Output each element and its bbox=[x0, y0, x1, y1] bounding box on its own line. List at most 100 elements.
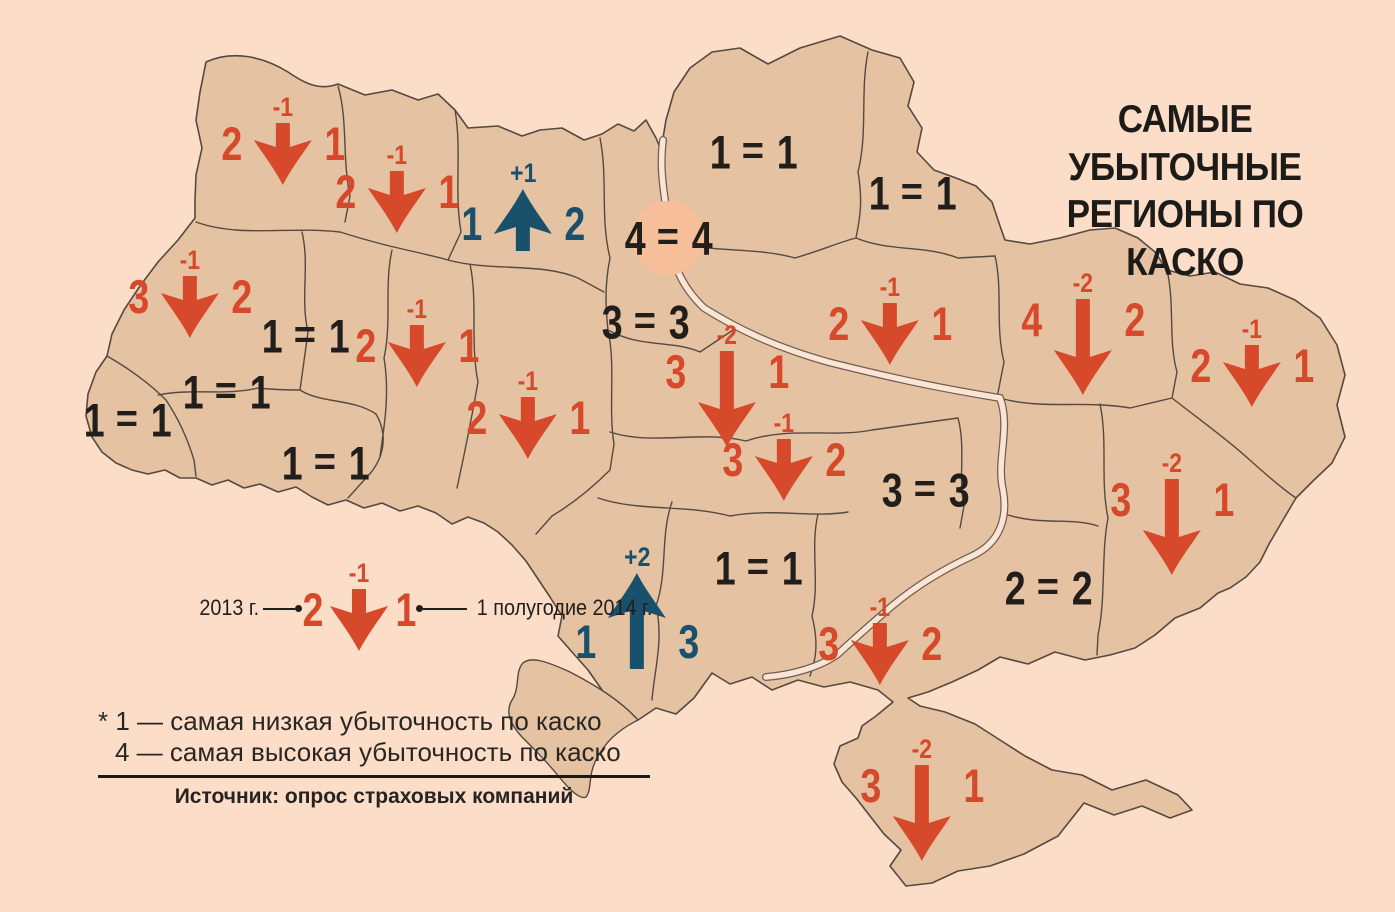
equals-sign: = bbox=[1036, 564, 1060, 609]
region-marker-cherkasy: 3 -2 1 bbox=[663, 322, 791, 447]
rank-2013: 3 bbox=[818, 617, 839, 670]
rank-change: -2 bbox=[716, 320, 738, 350]
legend: 2013 г. 2 -1 1 1 полугодие 2014 г. bbox=[196, 560, 662, 651]
rank-2014: 2 bbox=[1071, 561, 1092, 615]
rank-2014: 2 bbox=[231, 270, 253, 323]
rank-2013: 3 bbox=[1110, 473, 1131, 526]
region-borders bbox=[106, 51, 1297, 701]
down-arrow-icon bbox=[388, 325, 446, 387]
rank-2014: 2 bbox=[564, 197, 586, 250]
rank-2013: 1 bbox=[714, 541, 736, 595]
rank-change: +2 bbox=[623, 542, 651, 572]
legend-2014-label: 1 полугодие 2014 г. bbox=[476, 595, 653, 620]
rank-2013: 3 bbox=[601, 295, 623, 349]
region-marker-khmelnytskyi: 2 -1 1 bbox=[353, 296, 481, 387]
equals-sign: = bbox=[913, 466, 937, 511]
equals-sign: = bbox=[900, 169, 924, 214]
rank-2013: 2 bbox=[1190, 339, 1211, 392]
region-marker-sumy: 1 = 1 bbox=[866, 170, 958, 217]
region-marker-lviv: 3 -1 2 bbox=[126, 247, 254, 338]
equals-sign: = bbox=[115, 396, 139, 441]
rank-2013: 1 bbox=[83, 393, 105, 447]
rank-2013: 2 bbox=[335, 165, 356, 218]
rank-2013: 1 bbox=[709, 125, 731, 179]
region-marker-kirovohrad: 3 -1 2 bbox=[720, 410, 848, 501]
down-arrow-icon bbox=[851, 623, 909, 685]
rank-2014: 2 bbox=[825, 433, 847, 486]
down-arrow-icon bbox=[755, 439, 813, 501]
down-arrow-icon bbox=[499, 397, 557, 459]
budjak-land bbox=[508, 659, 639, 799]
rank-2014: 1 bbox=[1213, 473, 1235, 526]
rank-2014: 2 bbox=[921, 617, 943, 670]
title-line-2: РЕГИОНЫ ПО КАСКО bbox=[1066, 193, 1304, 284]
equals-sign: = bbox=[313, 439, 337, 484]
equals-sign: = bbox=[746, 544, 770, 589]
region-marker-zaporizhzhia: 2 = 2 bbox=[1002, 565, 1094, 612]
up-arrow-icon bbox=[608, 573, 666, 669]
region-marker-zhytomyr: 1 +1 2 bbox=[459, 160, 587, 251]
rank-change: -1 bbox=[179, 245, 201, 275]
rank-2014: 1 bbox=[324, 117, 346, 170]
region-marker-volyn: 2 -1 1 bbox=[219, 94, 347, 185]
footnote-divider bbox=[98, 775, 650, 779]
down-arrow-icon bbox=[329, 589, 388, 651]
footnote-line-1: * 1 — самая низкая убыточность по каско bbox=[98, 706, 602, 736]
down-arrow-icon bbox=[368, 171, 426, 233]
region-marker-kyiv_city: 4 = 4 bbox=[622, 215, 714, 262]
rank-2014: 3 bbox=[948, 463, 969, 517]
rank-2013: 2 bbox=[1004, 561, 1026, 615]
rank-2014: 2 bbox=[1124, 293, 1146, 346]
rank-2013: 2 bbox=[466, 391, 487, 444]
down-arrow-icon bbox=[698, 351, 756, 447]
down-arrow-icon bbox=[893, 765, 951, 861]
legend-rank-2013: 2 bbox=[302, 583, 323, 636]
region-marker-rivne: 2 -1 1 bbox=[333, 142, 461, 233]
region-marker-crimea: 3 -2 1 bbox=[858, 736, 986, 861]
equals-sign: = bbox=[633, 298, 657, 343]
source-note: Источник: опрос страховых компаний bbox=[174, 785, 574, 809]
legend-connector-right bbox=[415, 605, 467, 613]
rank-change: -1 bbox=[879, 272, 901, 302]
rank-2013: 1 bbox=[281, 436, 303, 490]
region-marker-ivano_frankivsk: 1 = 1 bbox=[180, 369, 272, 416]
rank-2013: 1 bbox=[461, 197, 482, 250]
rank-2013: 3 bbox=[665, 345, 686, 398]
rank-2014: 1 bbox=[935, 166, 956, 220]
up-arrow-icon bbox=[494, 189, 552, 251]
down-arrow-icon bbox=[161, 276, 219, 338]
down-arrow-icon bbox=[1223, 345, 1281, 407]
equals-sign: = bbox=[741, 128, 765, 173]
rank-2013: 2 bbox=[355, 319, 376, 372]
rank-2014: 1 bbox=[438, 165, 460, 218]
rank-2013: 1 bbox=[868, 166, 890, 220]
region-marker-kyiv_oblast: 3 = 3 bbox=[599, 299, 691, 346]
region-marker-chernivtsi: 1 = 1 bbox=[279, 440, 371, 487]
footnote: * 1 — самая низкая убыточность по каско … bbox=[98, 706, 650, 809]
down-arrow-icon bbox=[1143, 479, 1201, 575]
region-marker-ternopil: 1 = 1 bbox=[259, 313, 351, 360]
rank-2014: 1 bbox=[768, 345, 790, 398]
rank-change: -1 bbox=[1241, 314, 1263, 344]
region-marker-luhansk: 2 -1 1 bbox=[1188, 316, 1316, 407]
region-marker-mykolaiv: 1 = 1 bbox=[712, 545, 804, 592]
rank-2014: 1 bbox=[963, 759, 985, 812]
rank-2014: 1 bbox=[569, 391, 591, 444]
rank-2014: 1 bbox=[781, 541, 802, 595]
rank-2013: 3 bbox=[860, 759, 881, 812]
rank-change: -1 bbox=[386, 140, 408, 170]
dnieper-river bbox=[657, 136, 1009, 681]
region-marker-donetsk: 3 -2 1 bbox=[1108, 450, 1236, 575]
region-marker-kharkiv: 4 -2 2 bbox=[1019, 270, 1147, 395]
rank-2013: 1 bbox=[261, 309, 283, 363]
rank-change: -2 bbox=[1072, 268, 1094, 298]
rank-2014: 1 bbox=[1293, 339, 1315, 392]
rank-2013: 2 bbox=[221, 117, 242, 170]
rank-2014: 1 bbox=[458, 319, 480, 372]
rank-2013: 3 bbox=[128, 270, 149, 323]
rank-2013: 4 bbox=[624, 211, 646, 265]
equals-sign: = bbox=[293, 312, 317, 357]
footnote-line-2: 4 — самая высокая убыточность по каско bbox=[115, 736, 621, 767]
